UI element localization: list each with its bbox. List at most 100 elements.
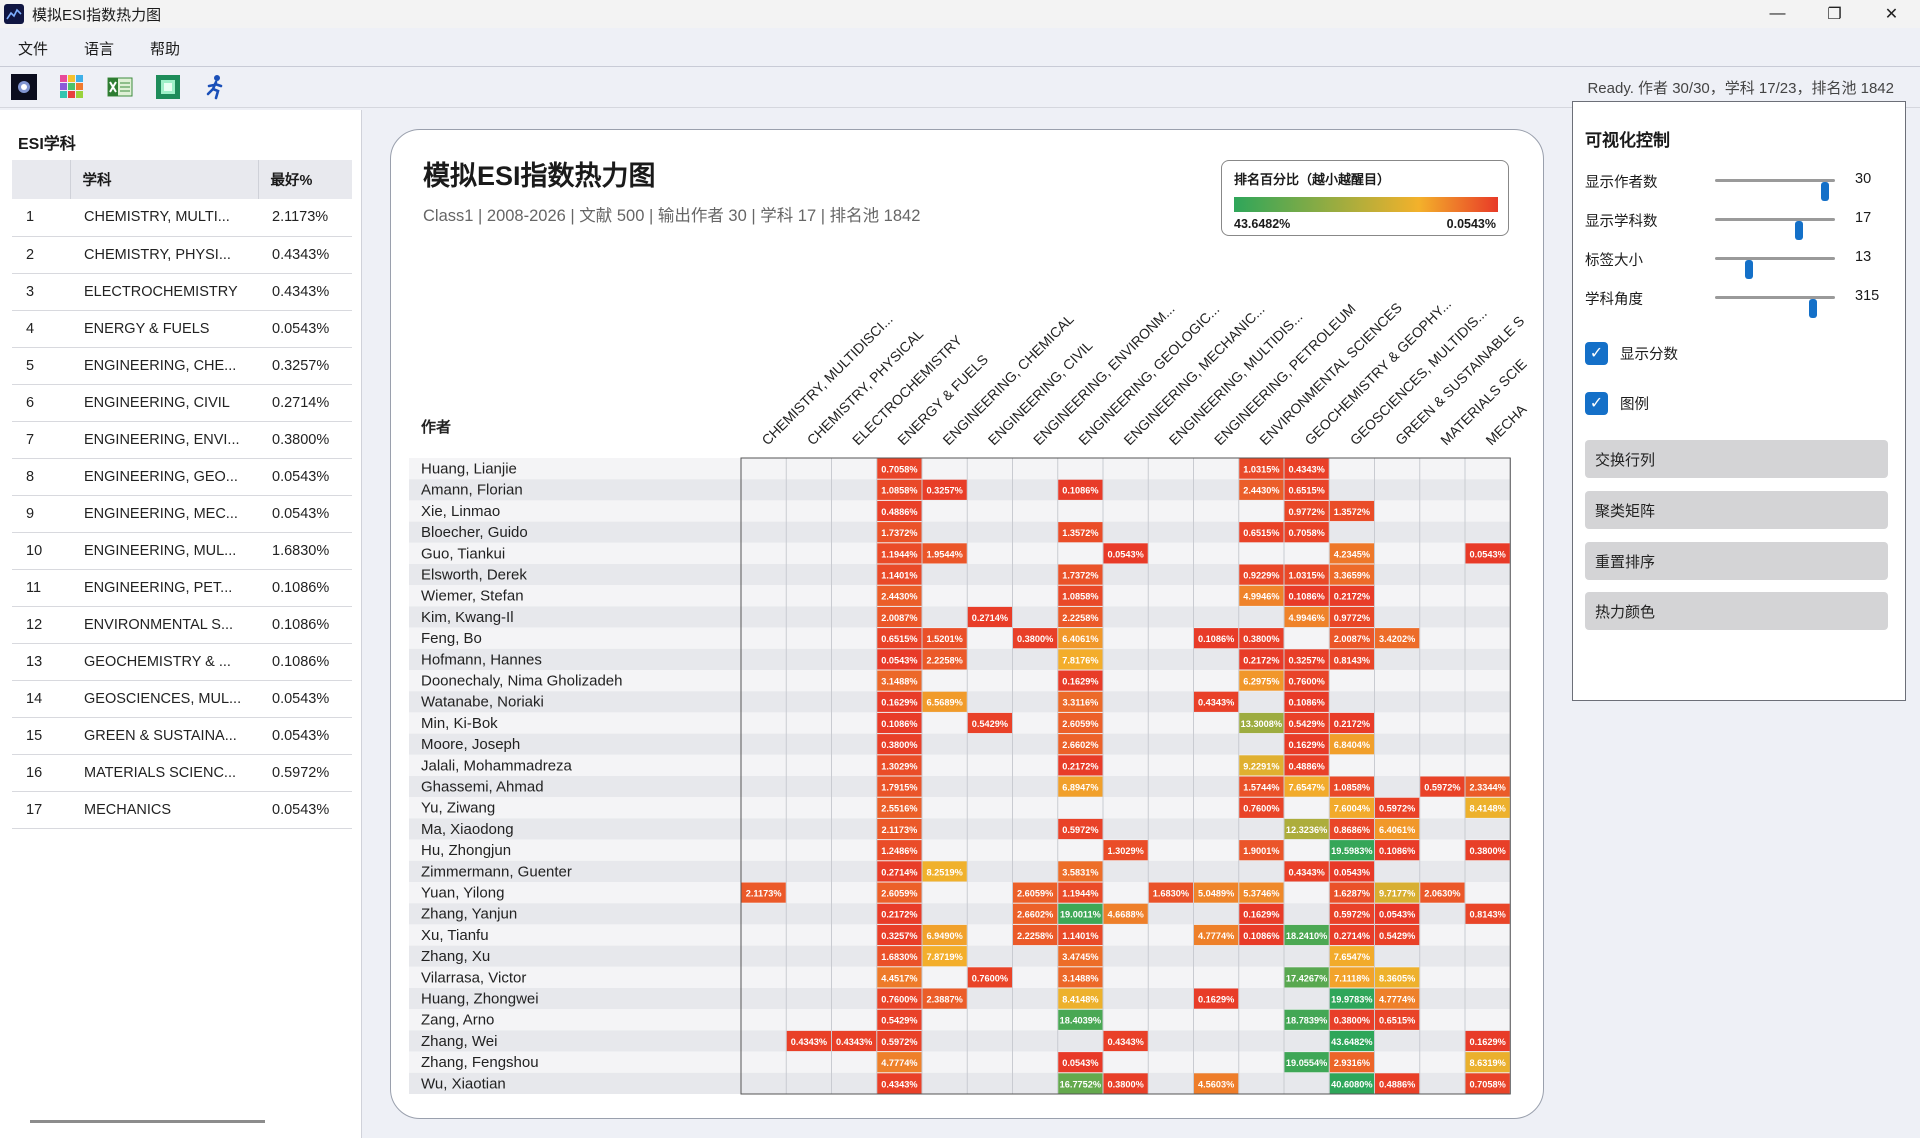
cell-label: 0.4343% [1288,465,1324,475]
table-row[interactable]: 14 GEOSCIENCES, MUL... 0.0543% [12,680,352,718]
slider-track[interactable] [1715,257,1835,279]
best-percent: 0.1086% [258,643,352,681]
heat-cell [1239,712,1284,734]
horizontal-scrollbar[interactable] [30,1120,265,1123]
slider-subject-count[interactable]: 显示学科数 17 [1585,207,1895,240]
table-row[interactable]: 7 ENGINEERING, ENVI... 0.3800% [12,421,352,459]
author-label: Moore, Joseph [421,736,520,753]
heat-cell [1329,924,1374,946]
cell-label: 40.6080% [1331,1079,1372,1089]
cell-label: 0.4886% [1288,761,1324,771]
cell-label: 0.6515% [1379,1016,1415,1026]
table-row[interactable]: 3 ELECTROCHEMISTRY 0.4343% [12,273,352,311]
heat-cell [1194,882,1239,903]
table-row[interactable]: 2 CHEMISTRY, PHYSI... 0.4343% [12,236,352,274]
cell-label: 2.6602% [1017,910,1053,920]
cell-label: 0.2172% [881,910,917,920]
column-header-best[interactable]: 最好% [258,160,352,199]
cell-label: 2.1173% [746,889,782,899]
runner-icon[interactable] [202,73,230,101]
subject-name: ENGINEERING, GEO... [70,458,258,496]
checkbox-legend[interactable]: ✓ 图例 [1585,390,1649,416]
heat-cell [1284,1052,1329,1073]
cell-label: 19.9783% [1331,995,1372,1005]
heat-cell [877,564,922,585]
heat-cell [922,924,967,946]
slider-label-size[interactable]: 标签大小 13 [1585,246,1895,279]
slider-author-count[interactable]: 显示作者数 30 [1585,168,1895,201]
galaxy-icon[interactable] [10,73,38,101]
cell-label: 4.6688% [1107,910,1143,920]
heat-cell [1375,988,1420,1009]
table-row[interactable]: 9 ENGINEERING, MEC... 0.0543% [12,495,352,533]
cell-label: 1.5744% [1243,783,1279,793]
table-row[interactable]: 15 GREEN & SUSTAINA... 0.0543% [12,717,352,755]
image-icon[interactable] [154,73,182,101]
table-row[interactable]: 4 ENERGY & FUELS 0.0543% [12,310,352,348]
best-percent: 1.6830% [258,532,352,570]
slider-subject-angle[interactable]: 学科角度 315 [1585,285,1895,318]
table-row[interactable]: 12 ENVIRONMENTAL S... 0.1086% [12,606,352,644]
cell-label: 0.4343% [1107,1037,1143,1047]
slider-thumb[interactable] [1795,221,1803,240]
check-icon[interactable]: ✓ [1585,391,1608,415]
maximize-button[interactable]: ❐ [1827,6,1842,23]
close-button[interactable]: ✕ [1884,6,1899,23]
slider-track[interactable] [1715,218,1835,240]
excel-icon[interactable] [106,73,134,101]
row-index: 17 [12,791,70,829]
row-band [409,521,1511,543]
cell-label: 1.9001% [1243,846,1279,856]
slider-thumb[interactable] [1809,299,1818,318]
table-row[interactable]: 11 ENGINEERING, PET... 0.1086% [12,569,352,607]
heat-cell [1239,903,1284,924]
cell-label: 0.7600% [1288,677,1324,687]
swap-rows-columns-button[interactable]: 交换行列 [1585,440,1888,478]
cell-label: 19.0011% [1060,910,1101,920]
check-icon[interactable]: ✓ [1585,341,1608,365]
menu-help[interactable]: 帮助 [150,40,181,58]
subject-name: GEOSCIENCES, MUL... [70,680,258,718]
checkbox-show-score[interactable]: ✓ 显示分数 [1585,340,1678,366]
menu-file[interactable]: 文件 [18,40,49,58]
reset-order-button[interactable]: 重置排序 [1585,542,1888,580]
cluster-matrix-button[interactable]: 聚类矩阵 [1585,491,1888,529]
row-index: 2 [12,236,70,274]
subject-column-label: MATERIALS SCIE [1437,356,1530,449]
heat-cell [1239,479,1284,500]
heat-cell [1058,628,1103,649]
heat-cell [1329,967,1374,988]
slider-track[interactable] [1715,179,1835,201]
minimize-button[interactable]: — [1769,5,1786,22]
author-label: Yuan, Yilong [421,885,504,902]
table-row[interactable]: 8 ENGINEERING, GEO... 0.0543% [12,458,352,496]
heat-cell [1465,1052,1510,1073]
cell-label: 7.6547% [1288,783,1324,793]
column-header-subject[interactable]: 学科 [70,160,259,199]
cell-label: 0.1086% [1288,698,1324,708]
heat-cell [1329,543,1374,564]
menu-language[interactable]: 语言 [84,40,115,58]
table-row[interactable]: 10 ENGINEERING, MUL... 1.6830% [12,532,352,570]
cell-label: 18.4039% [1060,1016,1101,1026]
legend-max: 0.0543% [1446,217,1496,231]
table-row[interactable]: 17 MECHANICS 0.0543% [12,791,352,829]
table-row[interactable]: 16 MATERIALS SCIENC... 0.5972% [12,754,352,792]
best-percent: 0.0543% [258,310,352,348]
table-row[interactable]: 1 CHEMISTRY, MULTI... 2.1173% [12,199,352,237]
row-index: 4 [12,310,70,348]
table-row[interactable]: 13 GEOCHEMISTRY & ... 0.1086% [12,643,352,681]
table-row[interactable]: 5 ENGINEERING, CHE... 0.3257% [12,347,352,385]
heat-cell [1103,543,1148,564]
table-row[interactable]: 6 ENGINEERING, CIVIL 0.2714% [12,384,352,422]
slider-track[interactable] [1715,296,1835,318]
heat-color-button[interactable]: 热力颜色 [1585,592,1888,630]
slider-thumb[interactable] [1744,260,1753,279]
slider-thumb[interactable] [1821,182,1830,201]
slider-value: 13 [1855,249,1872,265]
column-header-index[interactable] [12,160,71,199]
color-grid-icon[interactable] [58,73,86,101]
best-percent: 0.5972% [258,754,352,792]
cell-label: 0.5972% [881,1037,917,1047]
heat-cell [877,458,922,479]
